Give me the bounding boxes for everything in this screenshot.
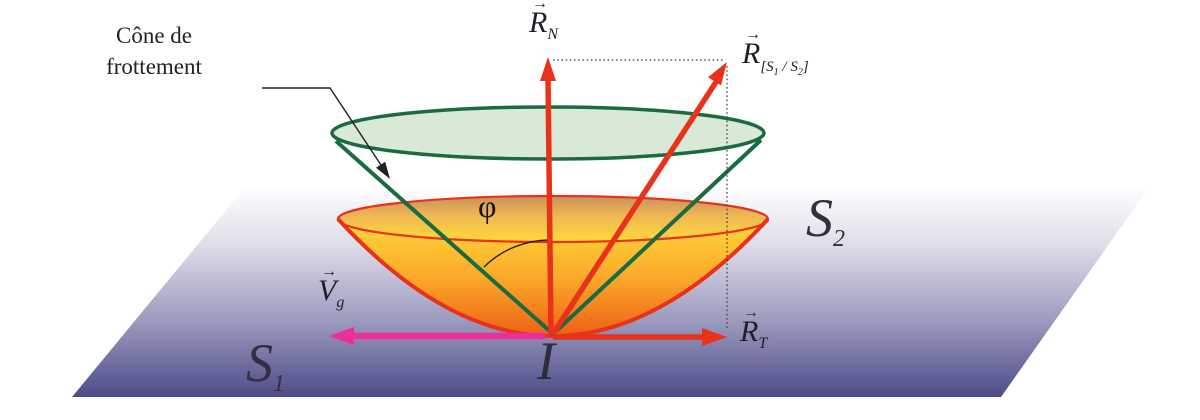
bowl-rim-outline — [336, 194, 770, 244]
label-solid-s2: S2 — [806, 187, 845, 253]
rs1s2-arrowhead-icon — [708, 62, 727, 86]
cone-right-edge — [551, 138, 763, 336]
s2-subscript: 2 — [833, 226, 845, 252]
leader-line — [262, 87, 382, 166]
cone-annotation-line1: Cône de — [115, 23, 192, 48]
rs1s2-subscript: [S1 / S2] — [760, 59, 809, 78]
vg-arrowhead-icon — [329, 327, 354, 345]
leader-arrowhead-icon — [376, 161, 390, 179]
label-rn: → RN — [529, 0, 558, 44]
vector-arrow-icon: → — [321, 263, 337, 280]
vector-arrow-icon: → — [743, 304, 759, 321]
label-rt: → RT — [740, 304, 768, 353]
s1-subscript: 1 — [273, 371, 285, 397]
subscript-part: [S — [760, 59, 774, 75]
cone-left-edge — [334, 139, 555, 336]
rt-arrowhead-icon — [702, 328, 727, 346]
rn-arrowhead-icon — [540, 57, 556, 81]
vector-arrow-icon: → — [532, 0, 548, 12]
cone-annotation-line2: frottement — [106, 54, 202, 79]
label-contact-point: I — [537, 331, 555, 391]
vector-rt-arrow — [553, 328, 727, 346]
label-phi-angle: φ — [478, 188, 497, 224]
phi-angle-arc — [483, 239, 551, 268]
vector-vg-arrow — [329, 327, 545, 345]
rn-subscript: N — [547, 26, 558, 43]
bowl-opening — [338, 196, 768, 242]
cone-annotation: Cône de frottement — [86, 20, 222, 82]
vector-rn-arrow — [540, 57, 556, 335]
vg-subscript: g — [336, 294, 345, 311]
rt-subscript: T — [758, 335, 768, 352]
s1-base: S — [246, 333, 273, 393]
rn-base: R — [529, 6, 548, 39]
rs1s2-shaft — [550, 80, 719, 336]
rt-base: R — [740, 315, 759, 348]
label-rs1s2: → R[S1 / S2] — [742, 26, 809, 78]
vector-arrow-icon: → — [745, 26, 761, 43]
rn-shaft — [545, 78, 554, 335]
subscript-part: / S — [778, 59, 798, 75]
label-vg: → Vg — [318, 263, 345, 312]
rs1s2-base: R — [742, 37, 761, 70]
vg-base: V — [318, 274, 337, 307]
label-solid-s1: S1 — [246, 332, 285, 398]
vector-rs1s2-arrow — [550, 62, 727, 336]
subscript-part: 2 — [797, 67, 803, 78]
construction-lines — [553, 59, 728, 329]
s2-base: S — [806, 188, 833, 248]
annotation-leader — [262, 87, 390, 179]
subscript-part: 1 — [773, 67, 779, 78]
subscript-part: ] — [802, 59, 809, 75]
